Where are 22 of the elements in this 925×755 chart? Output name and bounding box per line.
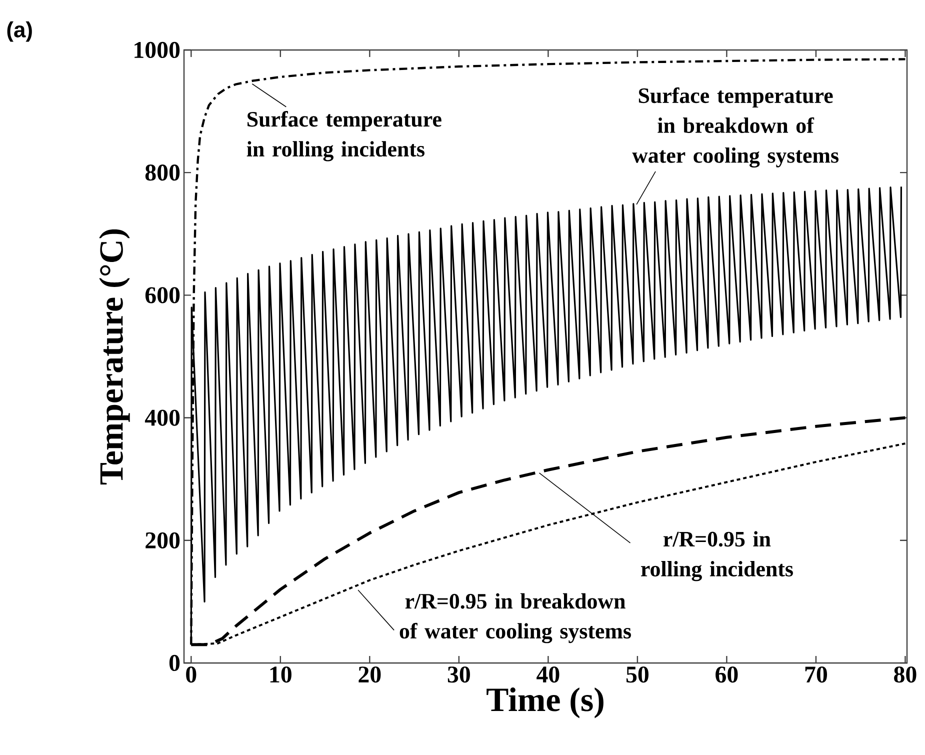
y-tick-label: 1000: [134, 42, 180, 58]
x-tick-label: 30: [448, 666, 470, 683]
x-tick-label: 70: [805, 666, 828, 683]
y-tick-label: 400: [144, 410, 180, 426]
y-tick-label: 200: [146, 532, 180, 548]
annotation: r/R=0.95 in rolling incidents: [641, 531, 793, 582]
y-tick-label: 0: [169, 654, 180, 672]
y-axis-title: Temperature (°C): [99, 229, 130, 485]
x-axis-title: Time (s): [486, 687, 604, 718]
x-tick-label: 0: [186, 666, 196, 683]
x-tick-label: 60: [716, 666, 738, 683]
x-tick-label: 40: [536, 666, 560, 683]
x-tick-label: 20: [358, 666, 381, 683]
annotation: Surface temperature in rolling incidents: [246, 111, 442, 162]
y-tick-label: 600: [145, 287, 180, 304]
y-tick-label: 800: [145, 164, 180, 181]
x-tick-label: 80: [894, 666, 916, 683]
x-tick-label: 10: [270, 666, 292, 683]
annotation: Surface temperature in breakdown of water cooling systems: [632, 87, 838, 168]
x-tick-label: 50: [626, 666, 648, 683]
text: (a): [7, 21, 32, 42]
annotation: r/R=0.95 in breakdown of water cooling systems: [400, 593, 631, 644]
